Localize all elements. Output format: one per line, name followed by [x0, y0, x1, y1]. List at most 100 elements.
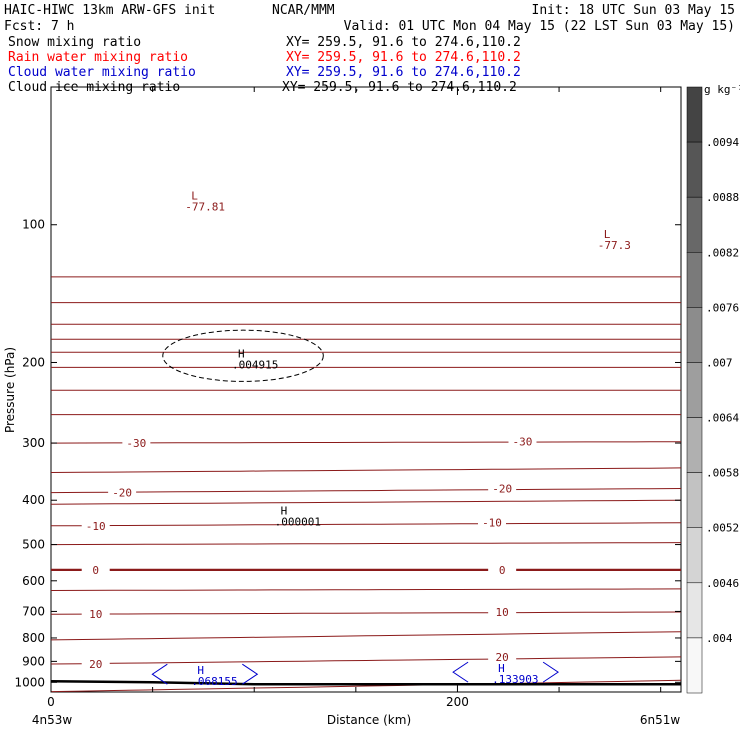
extrema-markers: L-77.81L-77.3H.004915H.000001H.068155H.1… — [151, 189, 631, 688]
contour-label: 0 — [92, 564, 99, 577]
temperature-contour — [50, 467, 682, 473]
extremum-value: .068155 — [191, 675, 237, 688]
colorbar: .0094 .0088 .0082 .0076 .007 .0064 .0058 .0052.… — [686, 86, 739, 694]
colorbar-label: .004 — [706, 632, 733, 645]
extremum-marker: H — [498, 662, 505, 675]
terrain-line — [50, 680, 681, 686]
y-tick-label: 500 — [22, 538, 45, 552]
y-tick-label: 100 — [22, 218, 45, 232]
colorbar-swatch — [686, 472, 703, 528]
y-tick-label: 600 — [22, 574, 45, 588]
contour-label-bg — [488, 605, 517, 618]
field-xy-cloud-water: XY= 259.5, 91.6 to 274.6,110.2 — [286, 65, 521, 80]
extremum-marker: H — [281, 505, 288, 518]
colorbar-swatch — [686, 527, 703, 584]
contour-label: -30 — [126, 437, 146, 450]
colorbar-label: .0076 — [706, 301, 739, 314]
contour-label-bg — [108, 486, 137, 499]
temperature-contour — [50, 656, 682, 665]
colorbar-label: .0052 — [706, 522, 739, 535]
field-xy-snow: XY= 259.5, 91.6 to 274.6,110.2 — [286, 35, 521, 50]
colorbar-swatch — [686, 417, 703, 473]
header-forecast: Fcst: 7 h — [4, 19, 74, 34]
contour-labels: 0 0 -10 -10 -20 -20 -30 -30 10 10 20 20 — [81, 435, 537, 671]
contour-label-bg — [122, 437, 151, 450]
contour-label: 20 — [496, 651, 509, 664]
extremum-value: .133903 — [492, 673, 538, 686]
extremum-marker: H — [197, 664, 204, 677]
contour-label-bg — [478, 516, 506, 529]
snow-contour — [162, 329, 324, 382]
temperature-contour — [50, 499, 682, 505]
x-tick-label: 200 — [446, 695, 469, 709]
temperature-contour — [50, 488, 682, 494]
contour-label: 20 — [89, 658, 102, 671]
contour-label: -10 — [86, 520, 106, 533]
y-tick-label: 700 — [22, 604, 45, 618]
colorbar-unit: g kg⁻¹ — [704, 83, 740, 96]
extremum-value: .004915 — [232, 358, 278, 371]
colorbar-label: .0064 — [706, 412, 739, 425]
contour-label-bg — [488, 563, 517, 576]
colorbar-swatch — [686, 86, 703, 143]
contour-label-bg — [81, 657, 110, 670]
extremum-value: -77.81 — [185, 200, 225, 213]
temperature-contour — [50, 542, 682, 546]
extremum-marker: L — [191, 189, 198, 202]
snow-region — [162, 329, 324, 382]
temperature-contour — [50, 441, 682, 444]
field-label-cloud-water: Cloud water mixing ratio — [8, 65, 196, 80]
temperature-contour — [50, 588, 682, 591]
colorbar-swatch — [686, 307, 703, 363]
header-valid: Valid: 01 UTC Mon 04 May 15 (22 LST Sun … — [344, 19, 735, 34]
x-axis-title: Distance (km) — [327, 713, 411, 727]
cloud-water-bracket-left — [452, 661, 469, 683]
contour-label: -10 — [482, 517, 502, 530]
contour-label-bg — [488, 650, 517, 663]
contour-label-bg — [81, 608, 110, 621]
x-endpoint-right: 6n51w — [640, 713, 681, 727]
colorbar-swatch — [686, 637, 703, 694]
colorbar-label: .007 — [706, 356, 733, 369]
x-axis: 0 200 — [47, 87, 662, 709]
colorbar-swatch — [686, 196, 703, 253]
contour-label: 10 — [89, 608, 102, 621]
header-center: NCAR/MMM — [272, 3, 335, 18]
contour-label-bg — [488, 482, 517, 495]
colorbar-label: .0046 — [706, 577, 739, 590]
contour-label: -20 — [492, 482, 512, 495]
header-title: HAIC-HIWC 13km ARW-GFS init — [4, 3, 215, 18]
cloud-water-bracket-right — [542, 661, 559, 683]
y-tick-label: 800 — [22, 631, 45, 645]
y-tick-label: 400 — [22, 493, 45, 507]
colorbar-swatch — [686, 582, 703, 639]
contour-label: 0 — [499, 564, 506, 577]
field-label-rain: Rain water mixing ratio — [8, 50, 188, 65]
colorbar-label: .0058 — [706, 467, 739, 480]
y-tick-label: 900 — [22, 654, 45, 668]
cloud-water-bracket-left — [151, 663, 168, 685]
colorbar-swatch — [686, 252, 703, 308]
temperature-contour — [50, 679, 682, 693]
terrain — [50, 680, 681, 686]
extremum-marker: H — [238, 347, 245, 360]
contour-label-bg — [81, 519, 110, 532]
contour-label-bg — [81, 563, 110, 576]
temperature-contours — [50, 276, 682, 693]
contour-label: -30 — [513, 436, 533, 449]
field-label-snow: Snow mixing ratio — [8, 35, 141, 50]
cloud-water-bracket-right — [242, 663, 259, 685]
contour-label: -20 — [112, 487, 132, 500]
x-endpoint-left: 4n53w — [32, 713, 73, 727]
contour-label-bg — [508, 435, 537, 448]
y-tick-label: 1000 — [14, 675, 45, 689]
colorbar-swatch — [686, 362, 703, 418]
extremum-marker: L — [604, 228, 611, 241]
y-axis-title: Pressure (hPa) — [3, 347, 17, 433]
y-tick-label: 200 — [22, 355, 45, 369]
x-tick-label: 0 — [47, 695, 55, 709]
extremum-value: .000001 — [275, 516, 321, 529]
extremum-value: -77.3 — [598, 239, 631, 252]
